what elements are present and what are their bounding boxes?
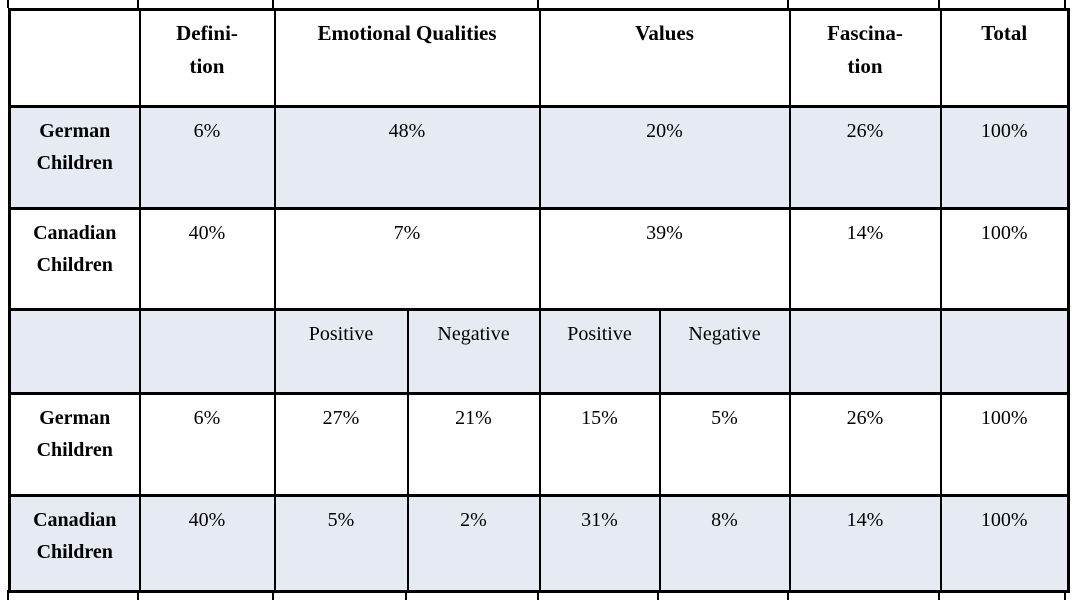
table-gridline-stub: [657, 590, 659, 600]
cell-german-detail-values-negative: 5%: [658, 392, 791, 497]
subheader-cell-blank-total: [939, 308, 1070, 395]
table-header-row: Defini- tion Emotional Qualities Values …: [8, 8, 1070, 108]
cell-german-detail-emotional-positive: 27%: [273, 392, 409, 497]
cell-german-detail-definition: 6%: [138, 392, 276, 497]
table-row-german-summary: German Children 6% 48% 20% 26% 100%: [8, 105, 1070, 210]
table-gridline-stub: [1064, 590, 1066, 600]
header-cell-emotional-qualities: Emotional Qualities: [273, 8, 541, 108]
table-gridline-stub: [938, 590, 940, 600]
table-row-canadian-detail: Canadian Children 40% 5% 2% 31% 8% 14% 1…: [8, 494, 1070, 593]
cell-german-summary-fascination: 26%: [788, 105, 942, 210]
header-cell-blank: [8, 8, 141, 108]
row-label-german-children: German Children: [8, 105, 141, 210]
cell-canadian-detail-emotional-positive: 5%: [273, 494, 409, 593]
table-gridline-stub: [787, 590, 789, 600]
cell-german-detail-fascination: 26%: [788, 392, 942, 497]
row-label-canadian-children: Canadian Children: [8, 494, 141, 593]
cell-canadian-detail-emotional-negative: 2%: [406, 494, 541, 593]
results-table: Defini- tion Emotional Qualities Values …: [8, 8, 1071, 593]
cell-german-summary-total: 100%: [939, 105, 1070, 210]
subheader-cell-emotional-negative: Negative: [406, 308, 541, 395]
cell-german-detail-values-positive: 15%: [538, 392, 661, 497]
cell-german-summary-emotional-qualities: 48%: [273, 105, 541, 210]
row-label-german-children: German Children: [8, 392, 141, 497]
cell-canadian-detail-definition: 40%: [138, 494, 276, 593]
table-row-german-detail: German Children 6% 27% 21% 15% 5% 26% 10…: [8, 392, 1070, 497]
table-gridline-stub: [537, 0, 539, 8]
subheader-cell-values-negative: Negative: [658, 308, 791, 395]
table-gridline-stub: [137, 590, 139, 600]
subheader-cell-values-positive: Positive: [538, 308, 661, 395]
cell-canadian-summary-values: 39%: [538, 207, 791, 311]
table-gridline-stub: [137, 0, 139, 8]
table-gridline-stub: [7, 590, 9, 600]
header-cell-fascination: Fascina- tion: [788, 8, 942, 108]
table-gridline-stub: [272, 590, 274, 600]
cell-german-detail-total: 100%: [939, 392, 1070, 497]
cell-german-summary-values: 20%: [538, 105, 791, 210]
table-row-canadian-summary: Canadian Children 40% 7% 39% 14% 100%: [8, 207, 1070, 311]
table-subheader-row: Positive Negative Positive Negative: [8, 308, 1070, 395]
cell-canadian-summary-total: 100%: [939, 207, 1070, 311]
table-gridline-stub: [537, 590, 539, 600]
cell-canadian-detail-values-negative: 8%: [658, 494, 791, 593]
table-gridline-stub: [787, 0, 789, 8]
cell-canadian-summary-definition: 40%: [138, 207, 276, 311]
subheader-cell-blank-fascination: [788, 308, 942, 395]
cell-canadian-summary-fascination: 14%: [788, 207, 942, 311]
row-label-canadian-children: Canadian Children: [8, 207, 141, 311]
header-cell-definition: Defini- tion: [138, 8, 276, 108]
table-gridline-stub: [272, 0, 274, 8]
table-gridline-stub: [7, 0, 9, 8]
cell-canadian-detail-total: 100%: [939, 494, 1070, 593]
subheader-cell-emotional-positive: Positive: [273, 308, 409, 395]
cell-german-detail-emotional-negative: 21%: [406, 392, 541, 497]
subheader-cell-blank-left: [8, 308, 141, 395]
cell-canadian-detail-fascination: 14%: [788, 494, 942, 593]
subheader-cell-blank-definition: [138, 308, 276, 395]
header-cell-values: Values: [538, 8, 791, 108]
table-gridline-stub: [938, 0, 940, 8]
table-gridline-stub: [1064, 0, 1066, 8]
header-cell-total: Total: [939, 8, 1070, 108]
cell-canadian-detail-values-positive: 31%: [538, 494, 661, 593]
table-gridline-stub: [405, 590, 407, 600]
cell-canadian-summary-emotional-qualities: 7%: [273, 207, 541, 311]
cell-german-summary-definition: 6%: [138, 105, 276, 210]
